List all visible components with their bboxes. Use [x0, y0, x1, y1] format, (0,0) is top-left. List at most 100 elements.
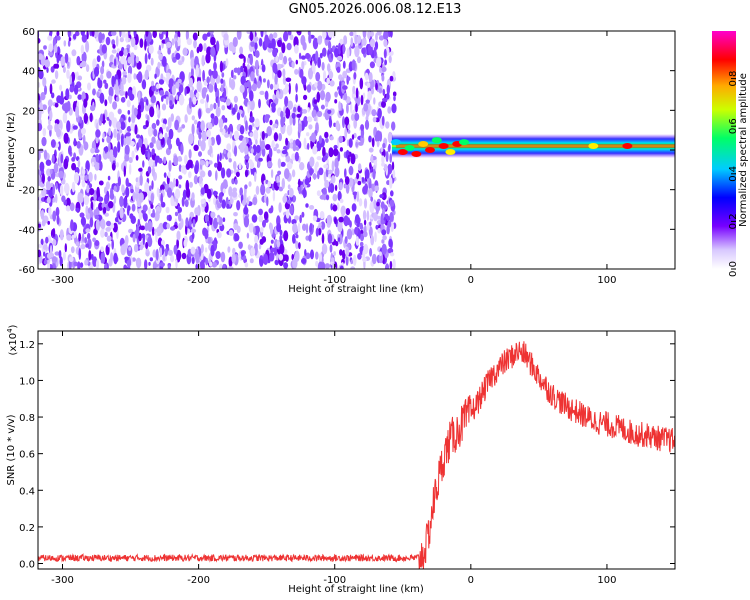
- noise-cell: [38, 109, 42, 121]
- noise-cell: [328, 40, 332, 51]
- noise-cell: [136, 134, 141, 139]
- noise-cell: [152, 249, 157, 258]
- noise-cell: [112, 44, 116, 49]
- noise-cell: [272, 47, 278, 58]
- noise-cell: [228, 158, 232, 163]
- noise-cell: [163, 172, 167, 178]
- noise-cell: [216, 161, 222, 172]
- noise-cell: [250, 247, 256, 257]
- noise-cell: [100, 218, 106, 230]
- noise-cell: [33, 163, 37, 168]
- noise-cell: [33, 136, 37, 146]
- noise-cell: [184, 114, 188, 123]
- noise-cell: [328, 117, 333, 128]
- noise-cell: [382, 235, 387, 241]
- noise-cell: [325, 91, 331, 102]
- noise-cell: [345, 254, 349, 266]
- noise-cell: [95, 129, 101, 138]
- noise-cell: [180, 143, 184, 155]
- noise-cell: [294, 44, 299, 54]
- noise-cell: [357, 180, 362, 186]
- noise-cell: [41, 173, 46, 184]
- snr-x-tick-label: 0: [468, 575, 474, 586]
- noise-cell: [379, 194, 384, 199]
- noise-cell: [373, 97, 376, 105]
- noise-cell: [186, 161, 191, 170]
- noise-cell: [249, 161, 255, 169]
- noise-cell: [62, 112, 68, 124]
- noise-cell: [392, 91, 397, 97]
- noise-cell: [364, 183, 368, 193]
- noise-cell: [285, 209, 290, 219]
- noise-cell: [188, 171, 192, 179]
- noise-cell: [139, 245, 143, 251]
- noise-cell: [392, 169, 396, 179]
- noise-cell: [338, 179, 344, 184]
- noise-cell: [299, 162, 305, 171]
- noise-cell: [150, 95, 156, 104]
- noise-cell: [49, 31, 53, 37]
- noise-cell: [129, 213, 134, 220]
- noise-cell: [82, 134, 86, 146]
- noise-cell: [230, 69, 234, 79]
- noise-cell: [204, 247, 208, 253]
- noise-cell: [115, 35, 119, 47]
- noise-cell: [239, 84, 245, 94]
- noise-cell: [273, 32, 278, 39]
- noise-cell: [110, 252, 114, 263]
- noise-cell: [386, 92, 390, 100]
- noise-cell: [117, 108, 122, 115]
- noise-cell: [371, 253, 377, 265]
- noise-cell: [134, 124, 138, 135]
- noise-cell: [295, 240, 299, 250]
- noise-cell: [298, 242, 301, 250]
- noise-cell: [383, 163, 388, 172]
- noise-cell: [115, 79, 119, 91]
- noise-cell: [113, 58, 117, 67]
- noise-cell: [259, 227, 264, 233]
- noise-cell: [35, 56, 37, 61]
- noise-cell: [42, 244, 48, 250]
- noise-cell: [342, 116, 345, 129]
- noise-cell: [233, 212, 238, 217]
- noise-cell: [125, 132, 131, 137]
- noise-cell: [327, 31, 333, 38]
- noise-cell: [181, 124, 186, 129]
- noise-cell: [379, 251, 382, 256]
- noise-cell: [261, 147, 266, 157]
- noise-cell: [127, 56, 133, 64]
- noise-cell: [124, 154, 130, 162]
- noise-cell: [384, 59, 387, 66]
- noise-cell: [363, 198, 368, 209]
- noise-cell: [360, 229, 364, 235]
- noise-cell: [227, 127, 231, 135]
- noise-cell: [267, 181, 272, 188]
- snr-panel: -300 -200 -100 0 100 0.0 0.2 0.4 0.6 0.8 1.0 1.2 H…: [6, 324, 676, 595]
- noise-cell: [130, 37, 136, 48]
- noise-cell: [227, 246, 231, 253]
- noise-cell: [344, 236, 348, 244]
- noise-cell: [376, 201, 380, 207]
- noise-cell: [287, 31, 292, 36]
- noise-cell: [376, 215, 381, 220]
- noise-cell: [167, 171, 171, 179]
- noise-cell: [41, 219, 46, 227]
- noise-cell: [345, 246, 349, 258]
- noise-cell: [368, 147, 374, 153]
- noise-cell: [161, 239, 165, 246]
- noise-cell: [327, 233, 333, 244]
- noise-cell: [166, 223, 170, 229]
- noise-cell: [210, 113, 215, 119]
- noise-cell: [254, 171, 257, 182]
- noise-cell: [331, 257, 335, 262]
- noise-cell: [359, 77, 364, 90]
- noise-cell: [246, 232, 250, 239]
- noise-cell: [333, 122, 337, 128]
- noise-cell: [378, 87, 383, 94]
- noise-cell: [127, 110, 131, 115]
- noise-cell: [270, 239, 274, 244]
- noise-cell: [354, 214, 360, 224]
- noise-cell: [277, 39, 282, 48]
- noise-cell: [249, 258, 254, 264]
- noise-cell: [138, 167, 143, 172]
